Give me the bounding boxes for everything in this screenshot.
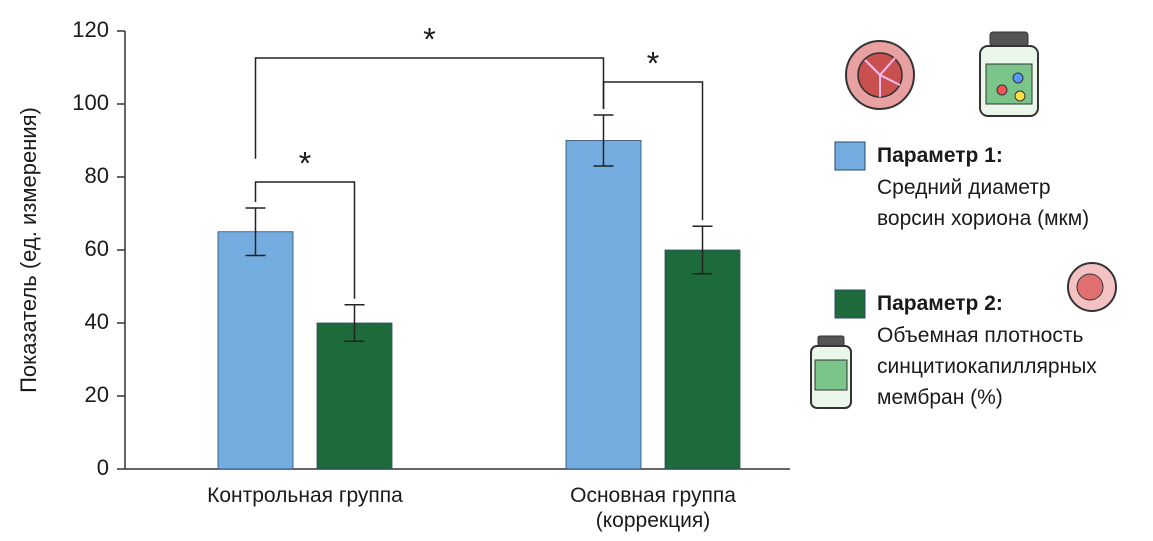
x-tick-label: Контрольная группа — [145, 483, 465, 508]
fetus-icon — [1068, 263, 1116, 311]
y-tick-label: 60 — [85, 236, 109, 261]
y-axis-label: Показатель (ед. измерения) — [16, 107, 41, 393]
legend-swatch — [835, 142, 865, 170]
bottle-icon-small — [811, 336, 851, 408]
bar — [665, 250, 740, 469]
significance-star: * — [299, 145, 311, 181]
y-tick-label: 20 — [85, 382, 109, 407]
page: Показатель (ед. измерения) 0 20 40 60 80 100 1… — [0, 0, 1153, 541]
legend-description: Объемная плотность синцитиокапиллярных м… — [877, 320, 1097, 413]
legend-description: Средний диаметр ворсин хориона (мкм) — [877, 172, 1089, 234]
y-tick-label: 40 — [85, 309, 109, 334]
significance-star: * — [647, 45, 659, 81]
placenta-icon — [846, 41, 914, 109]
y-tick-label: 80 — [85, 163, 109, 188]
bar — [317, 323, 392, 469]
bottle-icon — [980, 32, 1038, 116]
bar — [218, 232, 293, 469]
y-tick-label: 100 — [72, 90, 109, 115]
legend-swatch — [835, 290, 865, 318]
significance-bracket — [256, 58, 604, 159]
y-tick-label: 0 — [97, 455, 109, 480]
chart: Показатель (ед. измерения) 0 20 40 60 80 100 1… — [0, 0, 1153, 541]
significance-star: * — [423, 21, 435, 57]
legend-label: Параметр 2: — [877, 292, 1003, 316]
x-tick-label: Основная группа (коррекция) — [493, 483, 813, 533]
bar — [566, 141, 641, 470]
legend-label: Параметр 1: — [877, 144, 1003, 168]
y-tick-label: 120 — [72, 17, 109, 42]
